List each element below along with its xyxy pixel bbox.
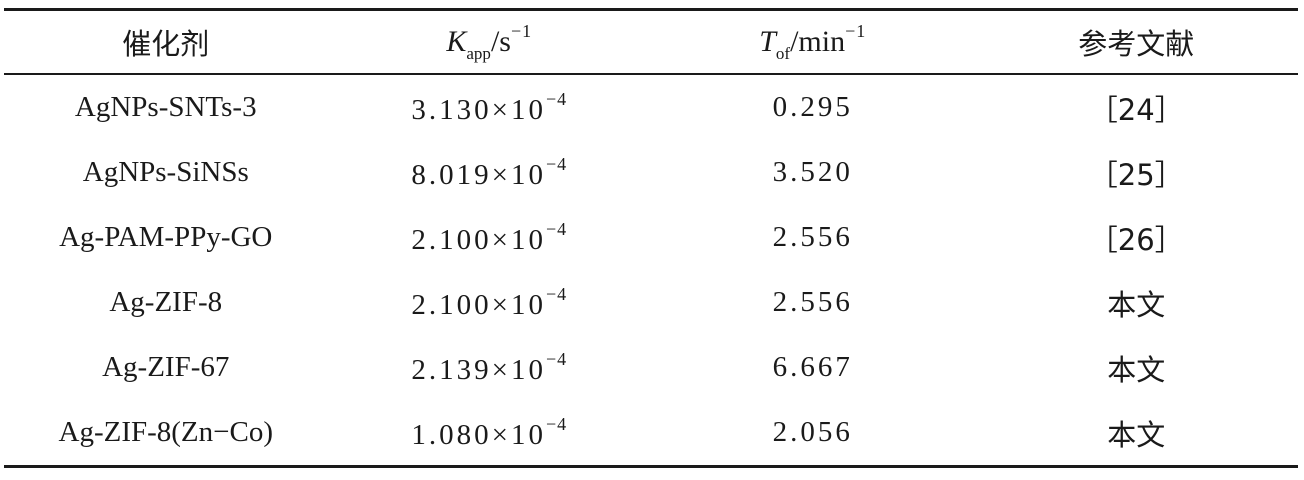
header-tof-exponent: −1 [845, 20, 867, 41]
cell-kapp-exponent: −4 [545, 348, 568, 369]
cell-catalyst: AgNPs-SNTs-3 [74, 91, 257, 123]
cell-kapp-mantissa: 2.100 [411, 223, 492, 256]
cell-tof: 2.556 [772, 221, 853, 253]
cell-catalyst: Ag-PAM-PPy-GO [59, 221, 273, 253]
header-kapp-symbol: K [446, 24, 467, 58]
cell-kapp: 3.130×10−4 [328, 74, 652, 140]
cell-kapp: 2.100×10−4 [328, 270, 652, 335]
cell-kapp-exponent: −4 [545, 153, 568, 174]
cell-kapp: 8.019×10−4 [328, 140, 652, 205]
cell-reference: 本文 [1107, 417, 1166, 452]
cell-kapp-times: ×10 [491, 288, 546, 321]
cell-tof: 6.667 [772, 351, 853, 383]
cell-kapp-mantissa: 2.139 [411, 353, 492, 386]
table-header-row: 催化剂 Kapp/s−1 Tof/min−1 参考文献 [4, 9, 1299, 75]
cell-tof: 2.556 [772, 286, 853, 318]
cell-tof: 0.295 [772, 91, 853, 123]
cell-kapp-times: ×10 [491, 353, 546, 386]
table-row: Ag-ZIF-67 2.139×10−4 6.667 本文 [4, 335, 1298, 400]
cell-reference: ［25］ [1088, 157, 1184, 192]
cell-reference: 本文 [1107, 352, 1166, 387]
header-kapp-exponent: −1 [510, 20, 533, 41]
cell-kapp-mantissa: 1.080 [411, 418, 492, 451]
cell-kapp-mantissa: 3.130 [411, 93, 492, 126]
header-reference: 参考文献 [975, 10, 1299, 75]
cell-catalyst: Ag-ZIF-67 [102, 351, 230, 383]
cell-kapp-times: ×10 [491, 223, 546, 256]
header-catalyst: 催化剂 [4, 10, 328, 75]
cell-tof: 2.056 [772, 416, 853, 448]
table-row: AgNPs-SNTs-3 3.130×10−4 0.295 ［24］ [4, 74, 1298, 140]
cell-kapp-exponent: −4 [545, 413, 568, 434]
header-catalyst-label: 催化剂 [122, 27, 210, 61]
cell-kapp: 1.080×10−4 [328, 400, 652, 467]
cell-catalyst: AgNPs-SiNSs [82, 156, 249, 188]
comparison-table-container: 催化剂 Kapp/s−1 Tof/min−1 参考文献 AgNPs-SNTs-3… [4, 8, 1298, 468]
table-row: Ag-ZIF-8 2.100×10−4 2.556 本文 [4, 270, 1298, 335]
cell-kapp: 2.100×10−4 [328, 205, 652, 270]
header-kapp-unit: /s [490, 24, 511, 58]
cell-catalyst: Ag-ZIF-8 [109, 286, 223, 318]
cell-kapp-exponent: −4 [545, 88, 568, 109]
cell-catalyst: Ag-ZIF-8(Zn−Co) [58, 416, 273, 448]
header-tof-subscript: of [775, 43, 791, 63]
cell-kapp: 2.139×10−4 [328, 335, 652, 400]
cell-reference: 本文 [1107, 287, 1166, 322]
cell-reference: ［26］ [1088, 222, 1184, 257]
header-tof: Tof/min−1 [651, 10, 975, 75]
cell-tof: 3.520 [772, 156, 853, 188]
table-row: Ag-PAM-PPy-GO 2.100×10−4 2.556 ［26］ [4, 205, 1298, 270]
catalyst-comparison-table: 催化剂 Kapp/s−1 Tof/min−1 参考文献 AgNPs-SNTs-3… [4, 8, 1298, 468]
cell-kapp-times: ×10 [491, 93, 546, 126]
header-reference-label: 参考文献 [1078, 27, 1195, 61]
cell-kapp-exponent: −4 [545, 218, 568, 239]
cell-kapp-times: ×10 [491, 418, 546, 451]
table-row: AgNPs-SiNSs 8.019×10−4 3.520 ［25］ [4, 140, 1298, 205]
cell-reference: ［24］ [1088, 92, 1184, 127]
cell-kapp-exponent: −4 [545, 283, 568, 304]
header-tof-unit: /min [790, 24, 846, 58]
cell-kapp-mantissa: 2.100 [411, 288, 492, 321]
cell-kapp-mantissa: 8.019 [411, 158, 492, 191]
header-tof-symbol: T [759, 24, 776, 58]
header-kapp-subscript: app [466, 43, 491, 63]
cell-kapp-times: ×10 [491, 158, 546, 191]
table-row: Ag-ZIF-8(Zn−Co) 1.080×10−4 2.056 本文 [4, 400, 1298, 467]
header-kapp: Kapp/s−1 [328, 10, 652, 75]
